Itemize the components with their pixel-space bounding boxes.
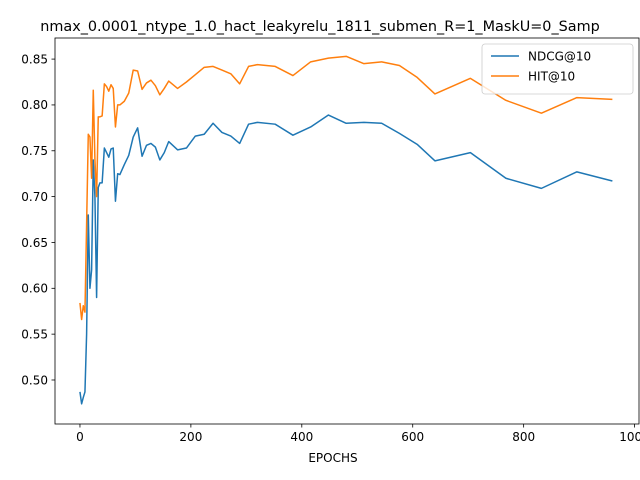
legend-label-0: NDCG@10 (528, 49, 591, 63)
x-tick-label-2: 400 (290, 430, 313, 444)
y-tick-label-2: 0.60 (21, 282, 48, 296)
y-tick-label-3: 0.65 (21, 236, 48, 250)
y-tick-label-6: 0.80 (21, 98, 48, 112)
y-tick-label-7: 0.85 (21, 52, 48, 66)
y-tick-label-5: 0.75 (21, 144, 48, 158)
x-tick-label-0: 0 (76, 430, 84, 444)
x-tick-label-1: 200 (179, 430, 202, 444)
y-axis: 0.50 0.55 0.60 0.65 0.70 0.75 0.80 0.85 (21, 52, 55, 387)
legend-box (481, 43, 634, 95)
x-tick-label-4: 800 (512, 430, 535, 444)
series-line-1 (79, 55, 613, 321)
legend: NDCG@10 HIT@10 (481, 43, 634, 95)
y-tick-label-4: 0.70 (21, 190, 48, 204)
x-tick-label-3: 600 (401, 430, 424, 444)
plot-frame (54, 37, 640, 425)
series-layer (79, 55, 613, 405)
chart-title: nmax_0.0001_ntype_1.0_hact_leakyrelu_181… (40, 19, 600, 35)
y-tick-label-0: 0.50 (21, 373, 48, 387)
series-line-0 (79, 114, 613, 405)
legend-label-1: HIT@10 (528, 69, 575, 83)
x-axis-label: EPOCHS (308, 451, 357, 465)
y-tick-label-1: 0.55 (21, 327, 48, 341)
